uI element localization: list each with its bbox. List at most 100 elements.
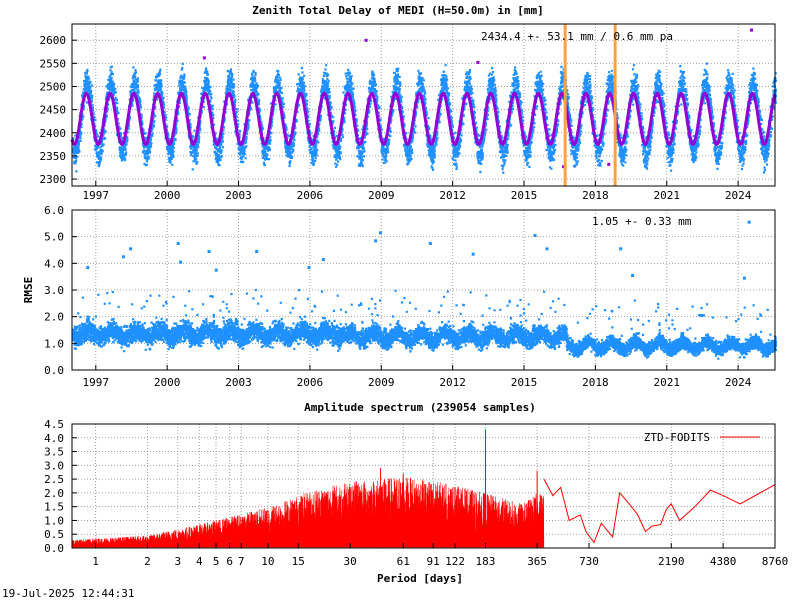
panel2-xtick-label: 2024 — [725, 376, 752, 389]
panel2-outlier — [742, 276, 746, 280]
panel1-outlier — [202, 56, 206, 60]
panel1-xtick-label: 2009 — [368, 189, 395, 202]
panel2-annotation: 1.05 +- 0.33 mm — [592, 215, 692, 228]
panel2-outlier — [471, 252, 475, 256]
panel1-ytick-label: 2550 — [40, 57, 67, 70]
panel3-ytick-label: 0.0 — [44, 542, 64, 555]
panel2-outlier — [179, 260, 183, 264]
panel1-ytick-label: 2400 — [40, 127, 67, 140]
panel1-xtick-label: 2021 — [654, 189, 681, 202]
panel2-ytick-label: 4.0 — [44, 257, 64, 270]
panel2-ytick-label: 0.0 — [44, 364, 64, 377]
panel1-ytick-label: 2300 — [40, 173, 67, 186]
panel3-xtick-label: 365 — [527, 555, 547, 568]
panel2-xtick-label: 2015 — [511, 376, 538, 389]
panel1-outlier — [476, 61, 480, 65]
panel2-outlier — [307, 266, 311, 269]
panel1-xtick-label: 2018 — [582, 189, 609, 202]
panel2-axes: 1997 2000 2003 2006 2009 2012 2015 2018 2021 2024… — [44, 204, 776, 389]
panel2-xtick-label: 2006 — [297, 376, 324, 389]
panel3-xtick-label: 2 — [144, 555, 151, 568]
panel2-outlier — [374, 239, 378, 243]
panel3-ytick-label: 2.0 — [44, 487, 64, 500]
panel2-ytick-label: 6.0 — [44, 204, 64, 217]
panel2-ylabel: RMSE — [22, 277, 35, 304]
panel2-outlier — [207, 250, 211, 253]
panel3-xtick-label: 6 — [226, 555, 233, 568]
panel3-xtick-label: 3 — [174, 555, 181, 568]
panel1-annotation: 2434.4 +- 53.1 mm / 0.6 mm pa — [481, 30, 673, 43]
panel3-xtick-label: 1 — [92, 555, 99, 568]
panel1-frame — [71, 23, 776, 187]
panel2-outlier — [533, 234, 537, 237]
panel2-outlier — [700, 314, 704, 317]
panel1-axes: 1997 2000 2003 2006 2009 2012 2015 2018 2021 2024… — [40, 23, 776, 202]
panel2-rmse-scatter — [72, 220, 778, 360]
panel1-title: Zenith Total Delay of MEDI (H=50.0m) in … — [252, 4, 543, 17]
panel3-ytick-label: 4.0 — [44, 432, 64, 445]
panel3-ytick-label: 0.5 — [44, 528, 64, 541]
panel1-outlier — [607, 162, 611, 166]
panel1-xtick-label: 2012 — [439, 189, 466, 202]
panel1-outlier — [562, 165, 566, 169]
panel2-xtick-label: 2009 — [368, 376, 395, 389]
panel2-outlier — [321, 258, 325, 261]
panel3-title: Amplitude spectrum (239054 samples) — [304, 401, 536, 414]
panel3-xtick-label: 8760 — [762, 555, 789, 568]
panel1-xtick-label: 2024 — [725, 189, 752, 202]
panel2-outlier — [214, 268, 218, 272]
panel2-outlier — [176, 242, 180, 245]
panel3-ytick-label: 3.5 — [44, 446, 64, 459]
panel3-xtick-label: 122 — [445, 555, 465, 568]
panel3-ytick-label: 4.5 — [44, 418, 64, 431]
panel1-outlier — [364, 38, 368, 42]
panel1-xtick-label: 2003 — [225, 189, 252, 202]
panel3-xtick-label: 2190 — [658, 555, 685, 568]
panel2-frame — [71, 209, 776, 371]
panel2-ytick-label: 2.0 — [44, 311, 64, 324]
panel2-outlier — [378, 231, 382, 235]
panel1-ytick-label: 2600 — [40, 34, 67, 47]
panel3-ytick-label: 3.0 — [44, 459, 64, 472]
panel2-ytick-label: 5.0 — [44, 231, 64, 244]
panel3-xtick-label: 5 — [213, 555, 220, 568]
panel2-outlier — [428, 242, 432, 245]
panel2-outlier — [86, 266, 90, 269]
panel2-xtick-label: 2000 — [154, 376, 181, 389]
panel3-frame — [71, 423, 776, 549]
panel1-ytick-label: 2450 — [40, 104, 67, 117]
panel3-xtick-label: 183 — [476, 555, 496, 568]
panel1-ytick-label: 2500 — [40, 80, 67, 93]
panel3-xlabel: Period [days] — [377, 572, 463, 585]
footer-timestamp: 19-Jul-2025 12:44:31 — [2, 587, 134, 600]
panel3-xtick-label: 4 — [196, 555, 203, 568]
panel2-outlier — [631, 274, 635, 277]
panel2-outlier — [747, 220, 751, 224]
panel2-outlier — [545, 247, 549, 251]
panel3-spectrum — [71, 429, 776, 548]
panel3-xtick-label: 730 — [579, 555, 599, 568]
panel2-ytick-label: 3.0 — [44, 284, 64, 297]
panel3-xtick-label: 91 — [427, 555, 440, 568]
panel2-xtick-label: 1997 — [83, 376, 110, 389]
panel3-xtick-label: 4380 — [710, 555, 737, 568]
panel1-xtick-label: 2006 — [297, 189, 324, 202]
panel1-xtick-label: 2015 — [511, 189, 538, 202]
panel2-outlier — [121, 255, 125, 259]
panel3-xtick-label: 10 — [261, 555, 274, 568]
panel3-ytick-label: 2.5 — [44, 473, 64, 486]
panel2-outlier — [619, 247, 623, 251]
panel2-xtick-label: 2018 — [582, 376, 609, 389]
panel3-spectrum-dense — [71, 477, 545, 548]
panel3-xtick-label: 7 — [238, 555, 245, 568]
panel2-rmse-points — [72, 288, 778, 360]
panel1-outlier — [750, 28, 754, 32]
panel3-legend-label: ZTD-FODITS — [644, 431, 710, 444]
panel2-ytick-label: 1.0 — [44, 337, 64, 350]
panel3-xtick-label: 15 — [292, 555, 305, 568]
panel2-xtick-label: 2012 — [439, 376, 466, 389]
panel3-axes: 1 2 3 4 5 6 7 10 15 30 61 91 122 183 365 730 2190 4380 876… — [44, 418, 788, 568]
panel2-xtick-label: 2021 — [654, 376, 681, 389]
panel1-ztd-scatter — [70, 24, 778, 186]
